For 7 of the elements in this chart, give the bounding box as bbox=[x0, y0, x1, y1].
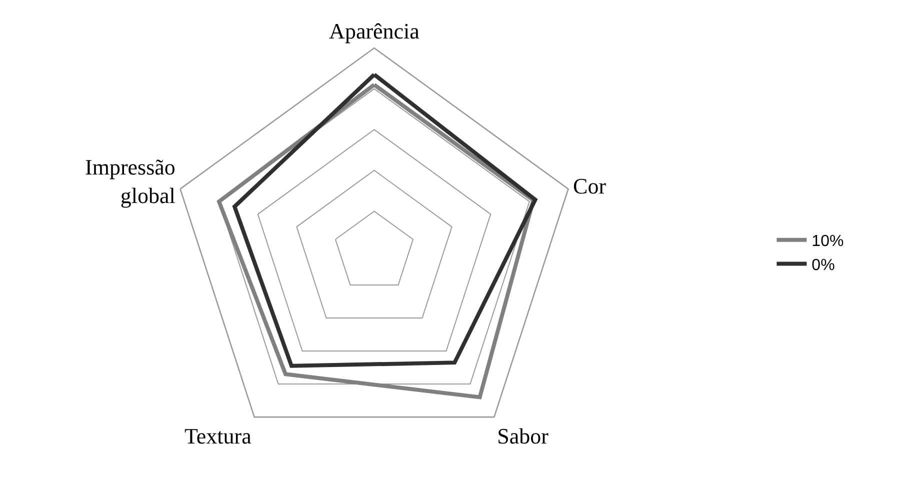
spoke-label: Textura bbox=[184, 423, 252, 448]
legend-label: 0% bbox=[812, 256, 835, 274]
spoke-label: Impressão global bbox=[85, 154, 176, 208]
spoke-label: Cor bbox=[573, 173, 607, 198]
spoke-label: Sabor bbox=[497, 423, 550, 448]
spoke-label: Aparência bbox=[329, 18, 420, 44]
legend-label: 10% bbox=[812, 233, 844, 250]
